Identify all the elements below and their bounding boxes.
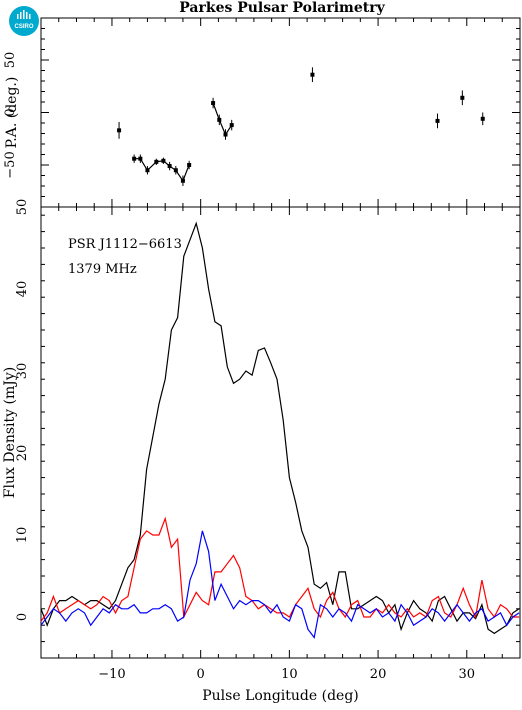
pa-point [310, 72, 315, 77]
y-axis-label: Flux Density (mJy) [2, 367, 18, 498]
pa-point [132, 156, 137, 161]
logo-bar [26, 12, 28, 19]
y-tick-label: 50 [15, 199, 30, 216]
pa-point [435, 118, 440, 123]
pa-point [180, 178, 185, 183]
pa-point [211, 101, 216, 106]
total-series-line [41, 221, 520, 635]
linear-series-line [41, 516, 520, 622]
pa-point [167, 164, 172, 169]
pa-point [117, 128, 122, 133]
circular-series-line [41, 530, 520, 639]
logo-text: CSIRO [14, 24, 33, 30]
pa-point [217, 117, 222, 122]
logo-bar [17, 14, 19, 19]
flux-profile-panel: −10 0 10 20 30 0 10 20 30 40 50 Flux Density (mJy) P… [2, 199, 521, 704]
y-tick-label: 30 [15, 363, 30, 380]
pa-point [480, 116, 485, 121]
y-axis-label: P.A. (deg.) [4, 77, 20, 149]
csiro-logo: CSIRO [9, 6, 39, 36]
logo-bar [20, 12, 22, 19]
pa-connector [212, 102, 233, 136]
logo-bars [17, 10, 31, 19]
y-tick-label: −50 [3, 151, 18, 178]
y-tick-label: 50 [3, 52, 18, 69]
pa-point [460, 95, 465, 100]
y-tick-label: 10 [15, 527, 30, 544]
y-tick-label: 20 [15, 445, 30, 462]
y-tick-label: 0 [3, 108, 18, 116]
logo-bar [29, 14, 31, 19]
profile-frame [40, 206, 521, 659]
logo-bar [23, 10, 25, 19]
pa-point [229, 123, 234, 128]
x-tick-label: −10 [98, 667, 125, 682]
x-tick-label: 10 [281, 667, 298, 682]
y-tick-label: 0 [15, 613, 30, 621]
y-tick-label: 40 [15, 281, 30, 298]
frequency-label: 1379 MHz [68, 262, 137, 277]
x-tick-label: 20 [370, 667, 387, 682]
x-tick-label: 0 [197, 667, 205, 682]
pa-point [138, 156, 143, 161]
x-tick-label: 30 [459, 667, 476, 682]
pulsar-name-label: PSR J1112−6613 [68, 237, 182, 252]
pa-frame [40, 17, 521, 208]
pa-point [161, 158, 166, 163]
pa-point [145, 168, 150, 173]
pa-point [154, 159, 159, 164]
pa-point [187, 163, 192, 167]
logo-circle [9, 6, 39, 36]
pa-point [223, 132, 228, 137]
x-axis-label: Pulse Longitude (deg) [202, 688, 359, 704]
chart-title: Parkes Pulsar Polarimetry [179, 0, 385, 16]
position-angle-panel: 50 0 −50 P.A. (deg.) [3, 17, 521, 208]
pa-point [173, 168, 178, 173]
